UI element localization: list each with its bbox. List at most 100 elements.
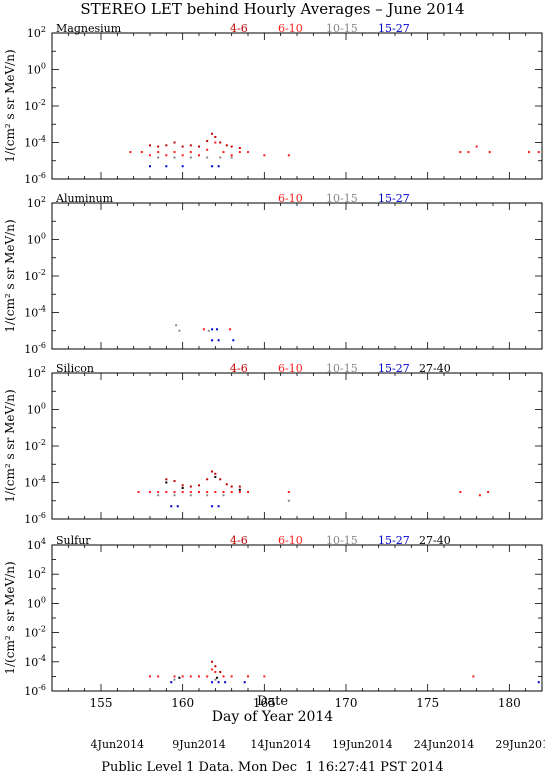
- data-point-10-15: [173, 678, 176, 681]
- data-point-6-10: [189, 151, 192, 154]
- data-point-6-10: [165, 491, 168, 494]
- data-point-27-40: [238, 488, 241, 491]
- data-point-4-6: [173, 480, 176, 483]
- data-point-4-6: [149, 144, 151, 147]
- data-point-6-10: [181, 154, 184, 157]
- data-point-6-10: [478, 494, 481, 497]
- y-tick-label: 100: [27, 595, 46, 610]
- data-point-6-10: [459, 491, 462, 494]
- y-tick-base: 10: [24, 685, 38, 698]
- data-point-6-10: [247, 151, 249, 154]
- y-tick-exponent: -4: [38, 135, 46, 144]
- data-point-4-6: [211, 660, 214, 663]
- data-point-6-10: [472, 675, 475, 678]
- y-tick-base: 10: [24, 343, 38, 356]
- y-tick-label: 10-2: [24, 438, 46, 453]
- y-tick-exponent: 4: [41, 537, 46, 546]
- data-point-15-27: [165, 165, 168, 168]
- y-tick-base: 10: [24, 270, 38, 283]
- data-point-6-10: [149, 154, 151, 157]
- legend-6-10: 6-10: [278, 192, 303, 205]
- y-tick-exponent: 0: [41, 62, 46, 71]
- date-label: 19Jun2014: [332, 738, 393, 751]
- element-label: Silicon: [56, 362, 94, 375]
- data-point-15-27: [243, 681, 246, 684]
- page-title: STEREO LET behind Hourly Averages – June…: [80, 0, 465, 18]
- y-axis-label: 1/(cm² s sr MeV/n): [3, 49, 17, 162]
- data-point-4-6: [157, 145, 160, 148]
- data-point-10-15: [189, 494, 192, 497]
- date-label: 24Jun2014: [414, 738, 475, 751]
- y-tick-base: 10: [27, 367, 41, 380]
- legend-15-27: 15-27: [378, 22, 410, 35]
- legend-10-15: 10-15: [326, 362, 358, 375]
- data-point-6-10: [198, 491, 200, 494]
- data-point-4-6: [165, 144, 168, 147]
- data-point-6-10: [222, 491, 225, 494]
- y-tick-label: 100: [27, 402, 46, 417]
- legend-10-15: 10-15: [326, 192, 358, 205]
- x-tick-label: 155: [90, 696, 113, 710]
- data-point-6-10: [263, 154, 266, 157]
- data-point-6-10: [211, 668, 214, 671]
- data-point-6-10: [140, 151, 143, 154]
- data-point-10-15: [206, 156, 209, 159]
- element-label: Aluminum: [55, 192, 114, 205]
- y-tick-base: 10: [24, 656, 38, 669]
- data-point-4-6: [189, 485, 192, 488]
- data-point-15-27: [211, 165, 214, 168]
- y-tick-base: 10: [24, 307, 38, 320]
- legend-15-27: 15-27: [378, 534, 410, 547]
- data-point-4-6: [214, 665, 217, 668]
- data-point-4-6: [165, 478, 168, 481]
- y-tick-label: 10-6: [24, 683, 46, 698]
- data-point-6-10: [181, 675, 184, 678]
- legend-15-27: 15-27: [378, 362, 410, 375]
- y-tick-base: 10: [27, 27, 41, 40]
- legend-27-40: 27-40: [419, 534, 451, 547]
- y-tick-exponent: -4: [38, 305, 46, 314]
- data-point-6-10: [202, 328, 205, 331]
- data-point-4-6: [214, 136, 217, 139]
- data-point-4-6: [219, 141, 222, 144]
- y-tick-label: 10-4: [24, 654, 46, 669]
- y-tick-exponent: 2: [41, 566, 46, 575]
- element-label: Sulfur: [56, 534, 91, 547]
- data-point-15-27: [537, 681, 540, 684]
- y-tick-exponent: 2: [41, 25, 46, 34]
- data-point-6-10: [149, 491, 151, 494]
- legend-6-10: 6-10: [278, 534, 303, 547]
- y-tick-exponent: -2: [38, 98, 46, 107]
- legend-27-40: 27-40: [419, 362, 451, 375]
- data-point-4-6: [225, 483, 228, 486]
- data-point-4-6: [198, 145, 200, 148]
- x-tick-label: 160: [171, 696, 194, 710]
- data-point-6-10: [287, 491, 290, 494]
- data-point-6-10: [198, 675, 200, 678]
- y-tick-exponent: -6: [38, 683, 46, 692]
- data-point-10-15: [207, 329, 210, 332]
- data-point-6-10: [222, 675, 225, 678]
- y-tick-exponent: 0: [41, 232, 46, 241]
- y-tick-label: 102: [27, 25, 46, 40]
- footer-text: Public Level 1 Data. Mon Dec 1 16:27:41 …: [101, 760, 444, 775]
- x-axis-date-label: Date: [256, 694, 289, 709]
- y-tick-base: 10: [24, 440, 38, 453]
- plot-frame: [51, 544, 543, 692]
- y-tick-base: 10: [27, 539, 41, 552]
- y-tick-base: 10: [27, 234, 41, 247]
- data-point-6-10: [206, 148, 209, 151]
- y-tick-exponent: -2: [38, 268, 46, 277]
- data-point-6-10: [537, 151, 540, 154]
- plot-frame: [51, 372, 543, 520]
- y-tick-label: 10-2: [24, 625, 46, 640]
- data-point-4-6: [206, 478, 209, 481]
- data-point-6-10: [157, 491, 160, 494]
- data-point-15-27: [232, 339, 235, 342]
- data-point-4-6: [211, 132, 214, 135]
- data-point-6-10: [238, 151, 241, 154]
